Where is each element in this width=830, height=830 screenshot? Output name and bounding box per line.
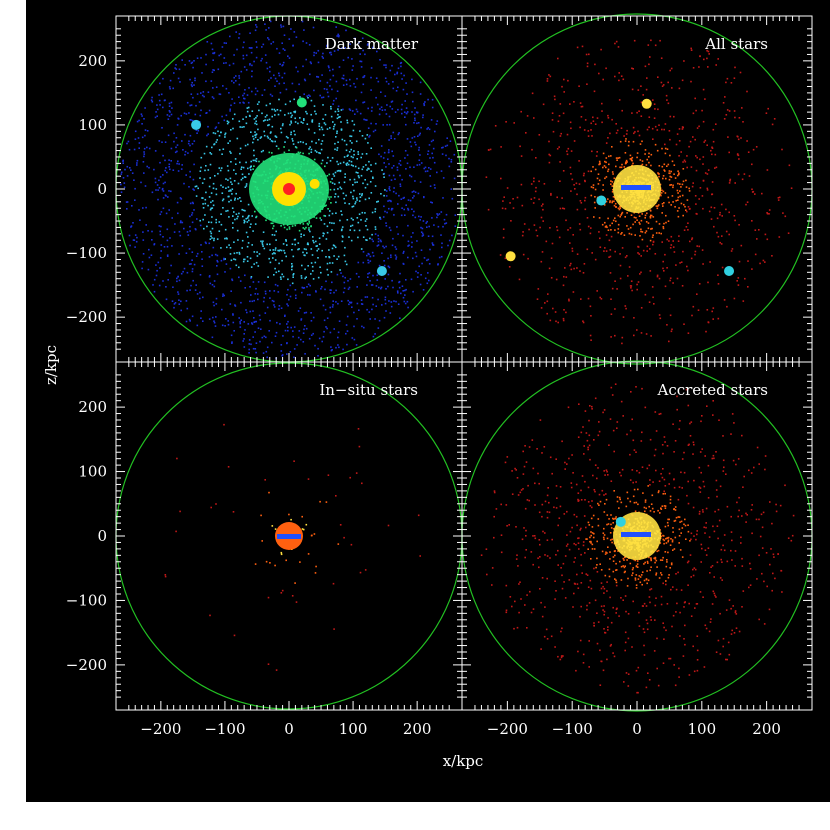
accreted-stars-disk [621, 532, 651, 537]
satellite-galaxy [615, 516, 626, 527]
dm-core-red [283, 183, 295, 195]
panels-layer: Dark matter −200 −100 0 100 200 All stars In−si… [66, 13, 813, 738]
x-tick-label: −200 [140, 720, 181, 738]
satellite-galaxy [505, 251, 516, 262]
x-tick-label: −100 [552, 720, 593, 738]
y-tick-label: 200 [78, 398, 107, 416]
satellite-galaxy [296, 97, 307, 108]
x-tick-label: 0 [284, 720, 294, 738]
x-tick-label: 200 [403, 720, 432, 738]
x-tick-label: 0 [632, 720, 642, 738]
satellite-galaxy [309, 178, 320, 189]
all-stars-title: All stars [704, 35, 768, 53]
y-tick-label: −200 [66, 656, 107, 674]
accreted-stars-title: Accreted stars [657, 381, 769, 399]
x-tick-label: 100 [339, 720, 368, 738]
x-tick-label: −100 [204, 720, 245, 738]
satellite-galaxy [376, 266, 387, 277]
satellite-galaxy [596, 195, 607, 206]
y-axis-label: z/kpc [42, 345, 60, 385]
y-tick-label: 200 [78, 52, 107, 70]
y-tick-label: −100 [66, 591, 107, 609]
insitu-disk [277, 534, 301, 539]
y-tick-label: 0 [97, 527, 107, 545]
figure-background [26, 0, 830, 802]
panel-all-stars: All stars [461, 13, 813, 365]
y-tick-label: 100 [78, 463, 107, 481]
in-situ-stars-title: In−situ stars [319, 381, 418, 399]
y-tick-label: 100 [78, 116, 107, 134]
x-tick-label: 100 [687, 720, 716, 738]
all-stars-disk [621, 185, 651, 190]
satellite-galaxy [191, 119, 202, 130]
dark-matter-title: Dark matter [325, 35, 419, 53]
satellite-galaxy [724, 266, 735, 277]
x-tick-label: −200 [487, 720, 528, 738]
panel-accreted-stars: Accreted stars −200 −100 0 100 200 [461, 360, 813, 738]
y-tick-label: −100 [66, 244, 107, 262]
y-tick-label: −200 [66, 308, 107, 326]
satellite-galaxy [641, 98, 652, 109]
y-tick-label: 0 [97, 180, 107, 198]
x-axis-label: x/kpc [443, 752, 484, 770]
x-tick-label: 200 [752, 720, 781, 738]
panel-in-situ-stars: In−situ stars −200 −100 0 100 200 −200 −100 0 100… [66, 361, 463, 738]
